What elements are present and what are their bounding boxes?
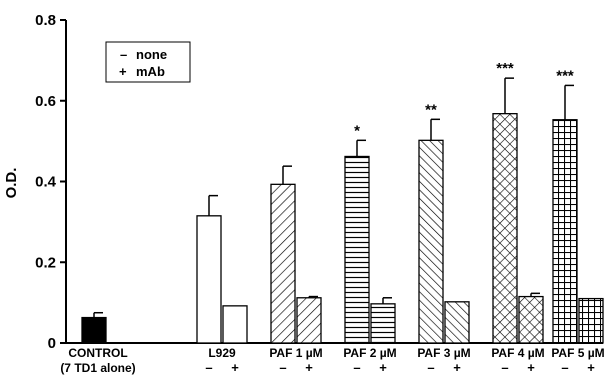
- group-label: L929: [208, 346, 236, 360]
- y-axis-label: O.D.: [3, 168, 20, 199]
- y-tick-label: 0: [48, 335, 56, 352]
- legend-symbol-mab: +: [119, 64, 127, 79]
- bar-mAb: [222, 305, 248, 344]
- y-tick-label: 0.2: [35, 254, 56, 271]
- group-label: PAF 2 µM: [343, 346, 396, 360]
- significance-marker: ***: [556, 67, 574, 84]
- legend-box: [105, 41, 191, 83]
- y-ticks: 0 0.2 0.4 0.6 0.8: [35, 12, 66, 352]
- condition-sign: –: [427, 360, 434, 375]
- bar-mAb: [296, 297, 322, 344]
- bar-mAb: [518, 295, 544, 344]
- legend: – none + mAb: [105, 41, 191, 83]
- bar-none: [552, 119, 578, 344]
- group-label: PAF 3 µM: [417, 346, 470, 360]
- legend-symbol-none: –: [120, 47, 127, 62]
- group-label: PAF 4 µM: [491, 346, 544, 360]
- condition-sign: +: [305, 360, 313, 375]
- bars-layer: ****** ***: [81, 60, 604, 344]
- bar-none: [81, 316, 107, 344]
- x-labels-layer: CONTROL(7 TD1 alone)L929– +PAF 1 µM– +PAF …: [60, 346, 604, 375]
- bar-mAb: [370, 303, 396, 344]
- significance-marker: *: [354, 122, 360, 139]
- condition-sign: –: [561, 360, 568, 375]
- condition-sign: –: [205, 360, 212, 375]
- group-label: PAF 5 µM: [551, 346, 604, 360]
- y-tick-label: 0.4: [35, 174, 57, 191]
- group-sublabel: (7 TD1 alone): [60, 361, 135, 375]
- condition-sign: –: [279, 360, 286, 375]
- y-tick-label: 0.8: [35, 12, 56, 29]
- bar-none: [270, 183, 296, 344]
- condition-sign: +: [231, 360, 239, 375]
- bar-none: [196, 215, 222, 344]
- significance-marker: ***: [496, 60, 514, 77]
- y-tick-label: 0.6: [35, 93, 56, 110]
- significance-marker: **: [425, 101, 437, 118]
- condition-sign: +: [527, 360, 535, 375]
- legend-label-none: none: [136, 47, 167, 62]
- condition-sign: –: [353, 360, 360, 375]
- condition-sign: +: [453, 360, 461, 375]
- group-label: CONTROL: [68, 346, 127, 360]
- bar-none: [418, 139, 444, 344]
- condition-sign: +: [587, 360, 595, 375]
- bar-none: [492, 113, 518, 344]
- condition-sign: –: [501, 360, 508, 375]
- condition-sign: +: [379, 360, 387, 375]
- legend-label-mab: mAb: [136, 64, 165, 79]
- bar-none: [344, 155, 370, 344]
- bar-mAb: [578, 297, 604, 344]
- group-label: PAF 1 µM: [269, 346, 322, 360]
- bar-mAb: [444, 301, 470, 344]
